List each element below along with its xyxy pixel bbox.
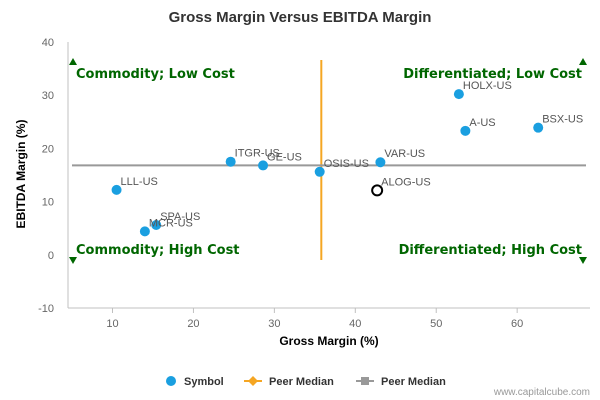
- data-point: [453, 89, 464, 100]
- data-point: [139, 226, 150, 237]
- data-point-label: HOLX-US: [463, 80, 512, 92]
- data-point-label: GE-US: [267, 151, 302, 163]
- legend-symbol-label: Symbol: [184, 376, 224, 388]
- legend-vertical-median-label: Peer Median: [269, 376, 334, 388]
- legend-vertical-median-marker: [248, 376, 258, 386]
- quadrant-label-bottom-left: Commodity; High Cost: [76, 243, 240, 258]
- y-axis-title: EBITDA Margin (%): [14, 120, 28, 229]
- data-point-label: LLL-US: [121, 176, 158, 188]
- highlight-point-label: ALOG-US: [381, 176, 431, 188]
- x-tick-label: 10: [106, 318, 118, 330]
- data-point-label: SPA-US: [160, 211, 200, 223]
- quadrant-label-bottom-right: Differentiated; High Cost: [399, 243, 582, 258]
- y-tick-labels: -10 0 10 20 30 40: [38, 37, 54, 315]
- data-point: [225, 156, 236, 167]
- data-point: [314, 166, 325, 177]
- y-tick-label: 40: [42, 37, 54, 49]
- credit-text: www.capitalcube.com: [493, 387, 590, 398]
- quadrant-triangle: [579, 58, 587, 65]
- x-axis-title: Gross Margin (%): [279, 334, 378, 348]
- x-tick-label: 60: [511, 318, 523, 330]
- data-point: [151, 220, 162, 231]
- quadrant-triangle: [69, 58, 77, 65]
- x-tick-label: 40: [349, 318, 361, 330]
- x-tick-label: 30: [268, 318, 280, 330]
- y-tick-label: 0: [48, 250, 54, 262]
- legend-horizontal-median-label: Peer Median: [381, 376, 446, 388]
- y-tick-label: 30: [42, 90, 54, 102]
- quadrant-triangle: [69, 257, 77, 264]
- data-point-label: ITGR-US: [235, 148, 280, 160]
- y-tick-label: -10: [38, 303, 54, 315]
- quadrant-markers: [69, 58, 587, 264]
- y-tick-label: 10: [42, 197, 54, 209]
- legend-symbol-marker: [166, 376, 176, 386]
- x-tick-label: 20: [187, 318, 199, 330]
- legend-horizontal-median-marker: [361, 377, 369, 385]
- data-point: [375, 157, 386, 168]
- data-point-label: A-US: [469, 117, 495, 129]
- data-point-label: OSIS-US: [324, 158, 369, 170]
- legend: Symbol Peer Median Peer Median: [166, 376, 446, 388]
- data-point: [258, 160, 269, 171]
- data-point-label: MCR-US: [149, 217, 193, 229]
- data-point: [111, 184, 122, 195]
- quadrant-label-top-right: Differentiated; Low Cost: [403, 67, 582, 82]
- data-point-label: VAR-US: [384, 148, 425, 160]
- y-tick-label: 20: [42, 143, 54, 155]
- x-tick-labels: 10 20 30 40 50 60: [106, 308, 523, 330]
- chart-title: Gross Margin Versus EBITDA Margin: [169, 9, 432, 26]
- highlight-point: [371, 184, 384, 197]
- quadrant-label-top-left: Commodity; Low Cost: [76, 67, 235, 82]
- data-point-label: BSX-US: [542, 114, 583, 126]
- x-tick-label: 50: [430, 318, 442, 330]
- quadrant-triangle: [579, 257, 587, 264]
- data-point: [460, 125, 471, 136]
- data-point: [533, 122, 544, 133]
